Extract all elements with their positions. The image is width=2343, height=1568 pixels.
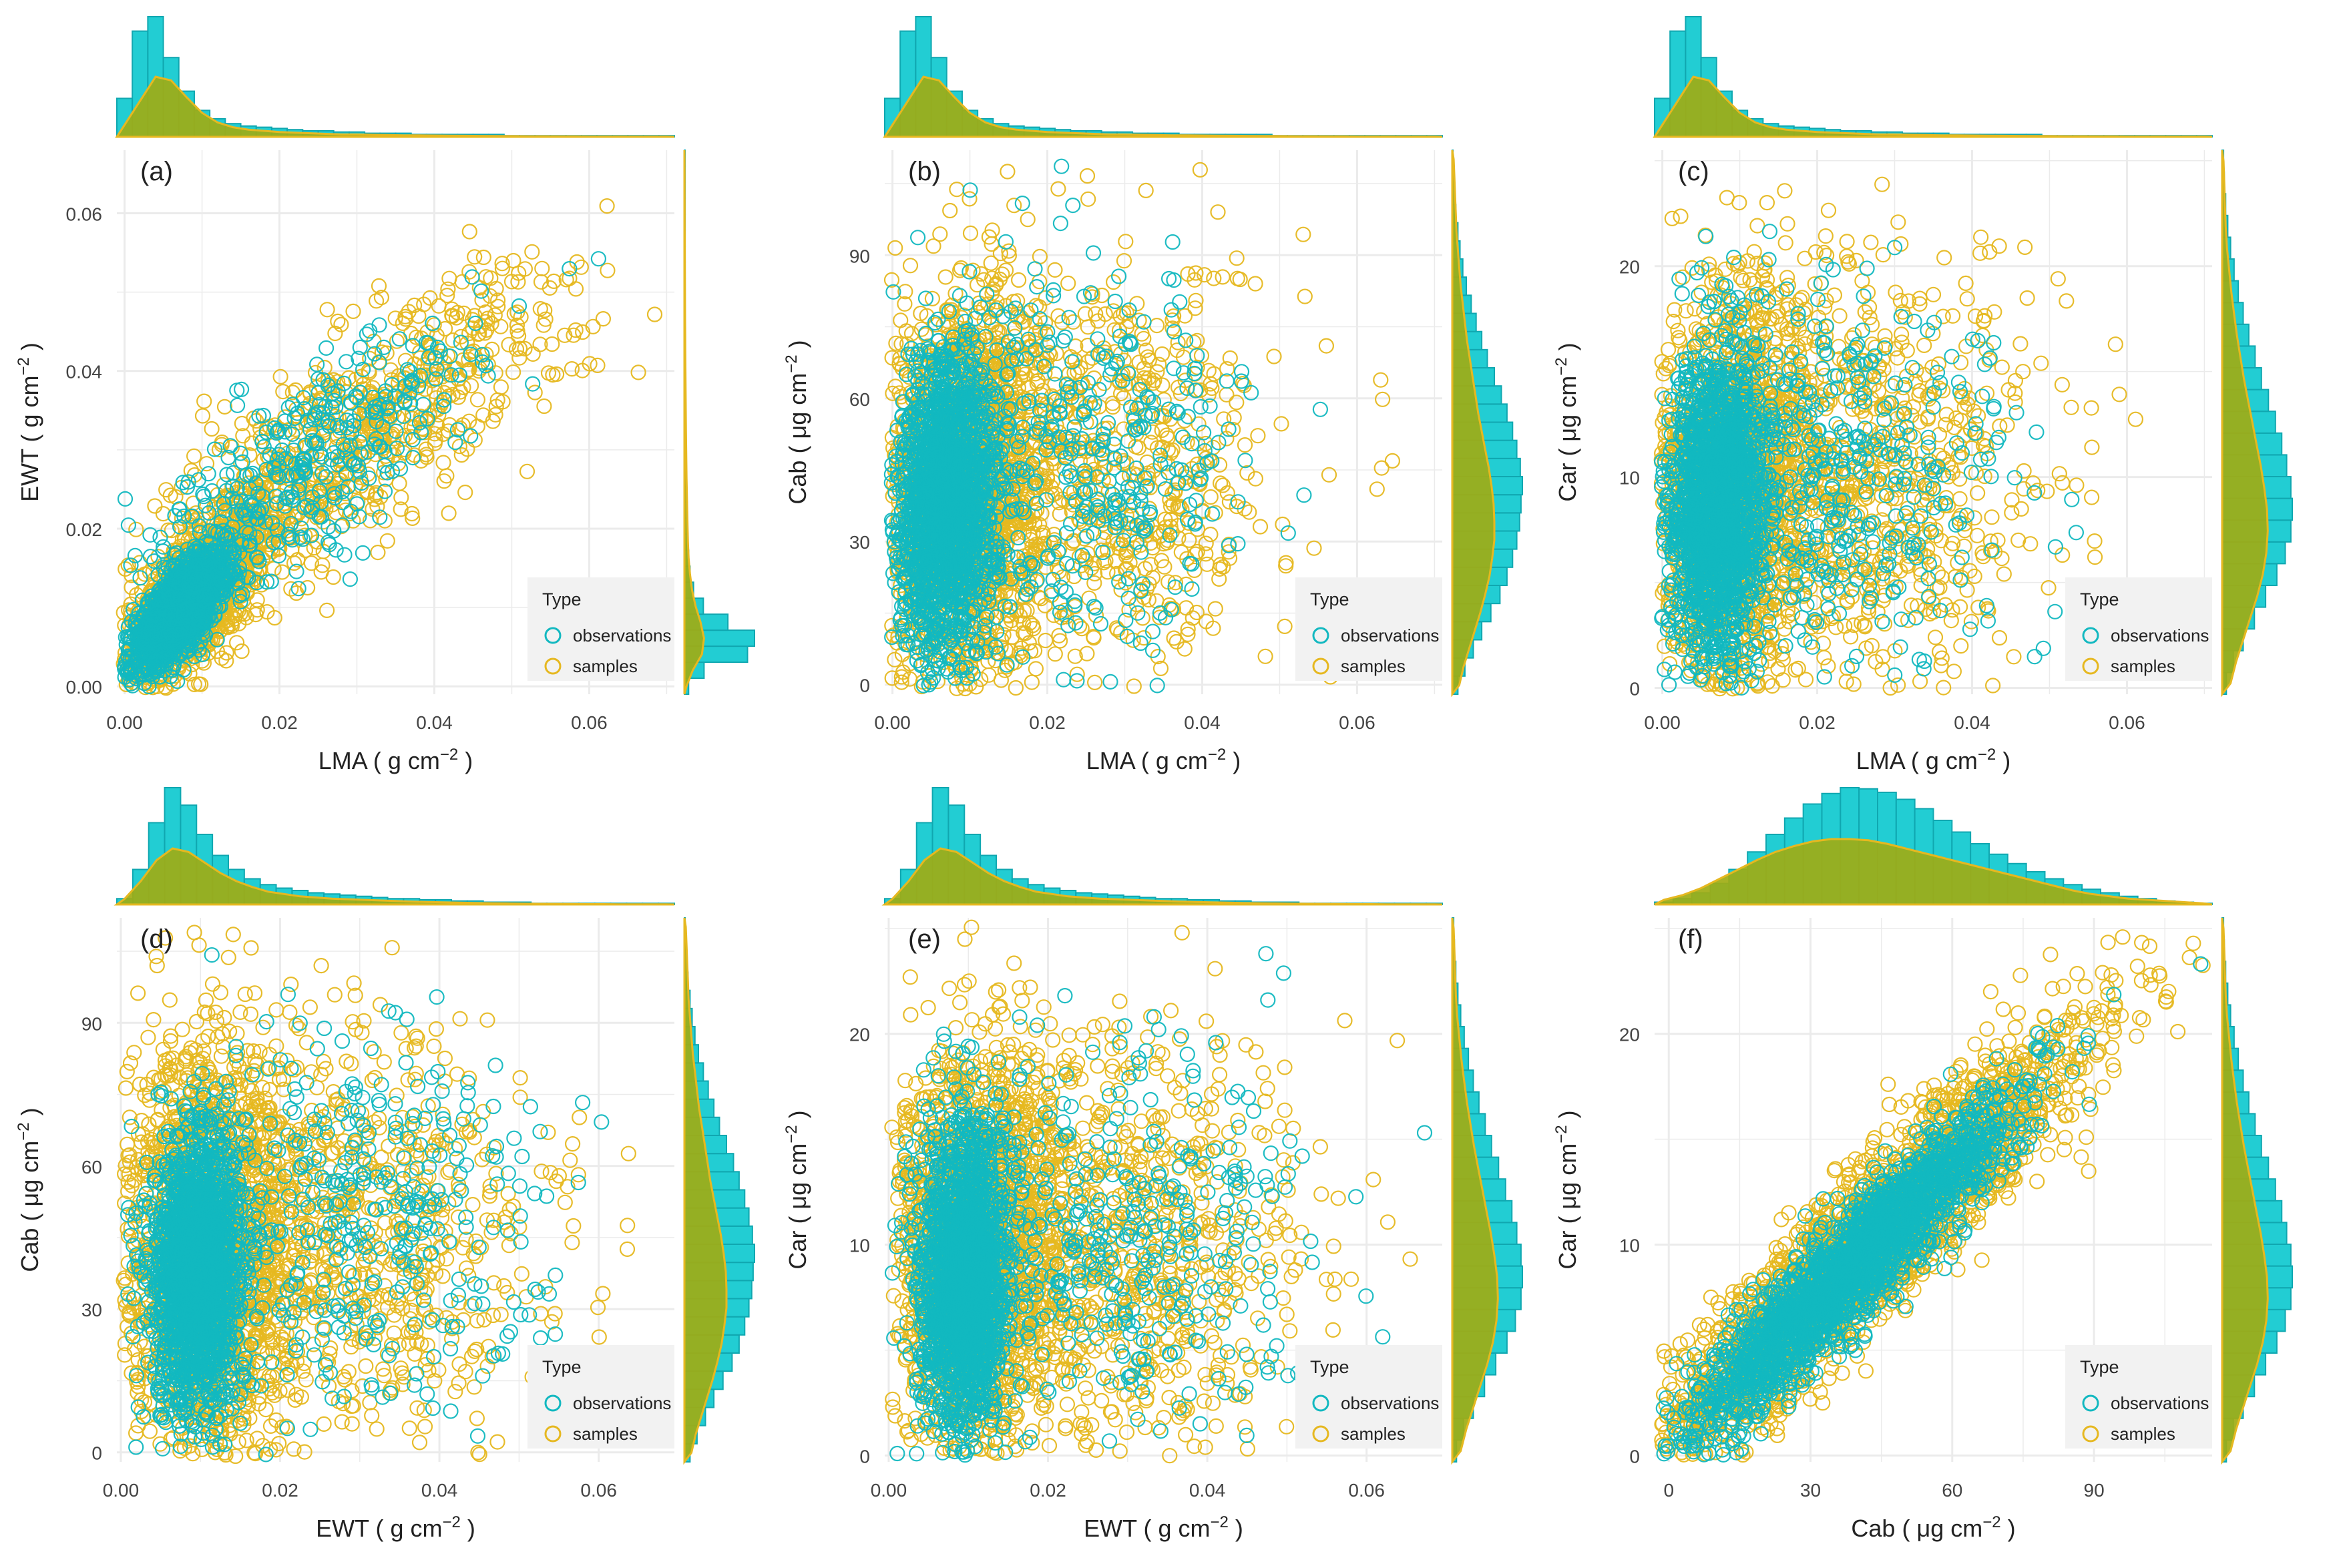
top-density (117, 77, 674, 137)
x-tick-label: 0.02 (261, 712, 298, 733)
x-axis-title: LMA ( g cm−2 ) (318, 746, 473, 774)
y-tick-label: 0.04 (66, 362, 103, 382)
x-tick-label: 0.00 (106, 712, 143, 733)
y-axis-var: EWT (16, 449, 43, 502)
y-axis-exp: −2 (15, 357, 33, 375)
x-axis-open: ( (367, 747, 388, 774)
y-axis-title: EWT ( g cm−2 ) (15, 342, 43, 502)
y-tick-label: 0.02 (66, 519, 103, 540)
x-axis-var: LMA (318, 747, 368, 774)
y-axis-unit: g cm (16, 376, 43, 428)
y-tick-label: 0.00 (66, 677, 103, 698)
panel-a: (a) 0.00 0.02 0.04 0.06 0.00 0.02 0.04 0.06 LMA (… (15, 17, 755, 774)
x-axis-unit: g cm (388, 747, 440, 774)
y-tick-label: 0.06 (66, 204, 103, 224)
y-axis-close: ) (16, 342, 43, 357)
panel-label: (a) (140, 157, 173, 186)
x-axis-exp: −2 (440, 746, 458, 764)
x-tick-label: 0.04 (416, 712, 453, 733)
legend: Type observations samples (527, 577, 674, 681)
y-axis-open: ( (16, 428, 43, 449)
x-axis-close: ) (458, 747, 473, 774)
x-tick-label: 0.06 (571, 712, 608, 733)
right-marginal (684, 150, 755, 694)
legend-label-observations: observations (573, 625, 671, 645)
legend-title: Type (542, 589, 582, 609)
top-marginal (117, 17, 674, 137)
legend-label-samples: samples (573, 656, 638, 676)
